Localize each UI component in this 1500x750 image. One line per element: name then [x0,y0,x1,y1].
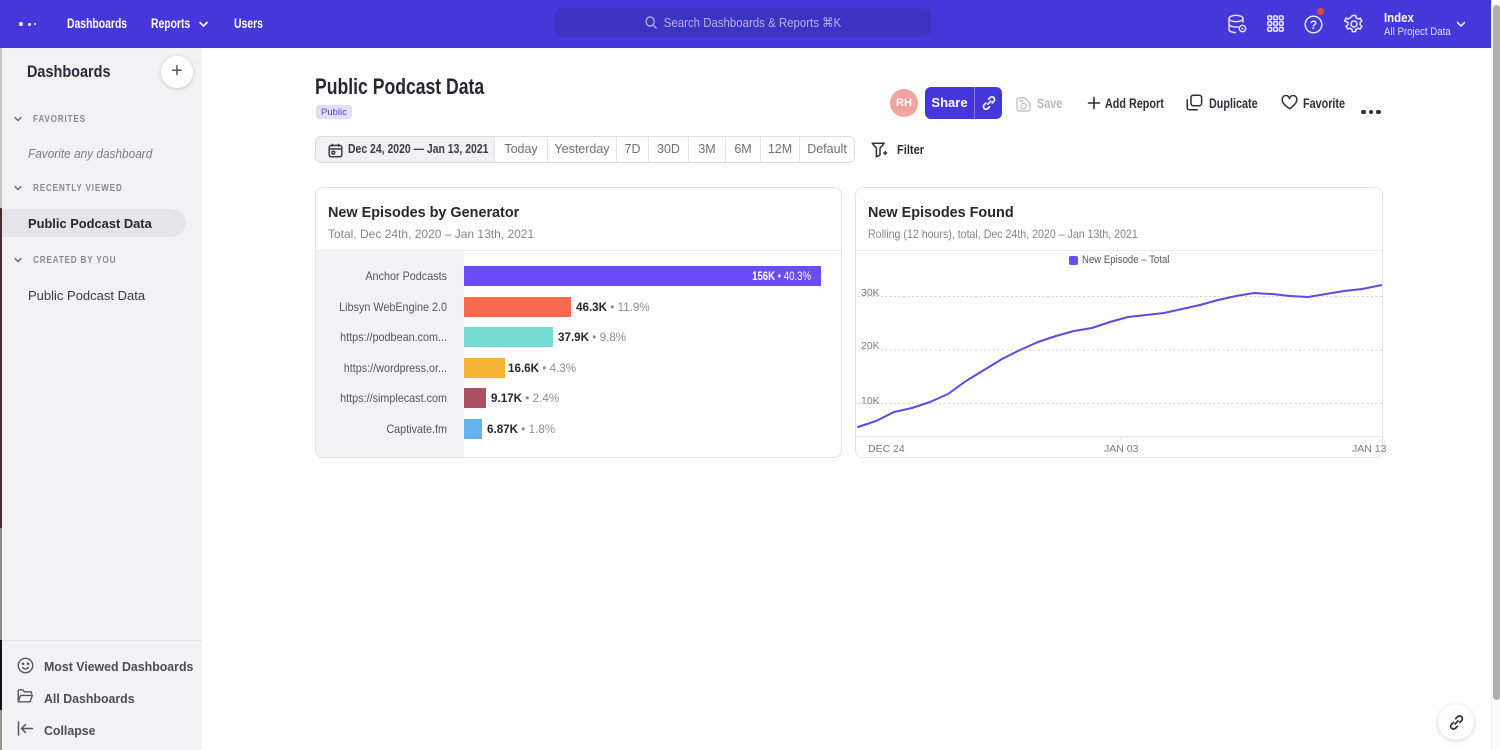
svg-text:?: ? [1310,18,1317,32]
